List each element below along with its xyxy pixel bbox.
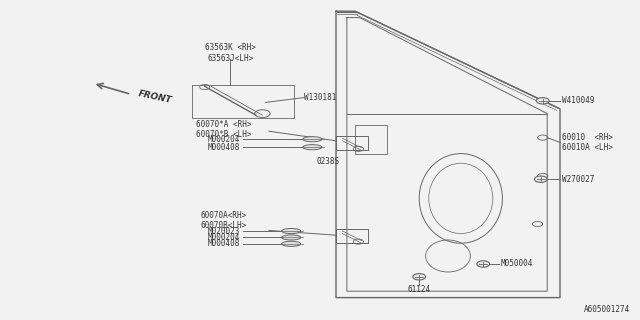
Bar bbox=[355, 125, 387, 154]
Text: 60070*A <RH>
60070*B <LH>: 60070*A <RH> 60070*B <LH> bbox=[196, 120, 252, 139]
Text: M000408: M000408 bbox=[207, 143, 240, 152]
Circle shape bbox=[477, 261, 490, 267]
Ellipse shape bbox=[282, 235, 301, 240]
Text: 0238S: 0238S bbox=[317, 157, 340, 166]
Ellipse shape bbox=[303, 137, 322, 142]
Text: 60010  <RH>
60010A <LH>: 60010 <RH> 60010A <LH> bbox=[562, 133, 612, 152]
Text: M020023: M020023 bbox=[207, 227, 240, 236]
Text: M000204: M000204 bbox=[207, 135, 240, 144]
Text: W270027: W270027 bbox=[562, 175, 595, 184]
Text: W410049: W410049 bbox=[562, 96, 595, 105]
Text: A605001274: A605001274 bbox=[584, 305, 630, 314]
Ellipse shape bbox=[303, 145, 322, 150]
Ellipse shape bbox=[282, 241, 301, 246]
Circle shape bbox=[536, 98, 549, 104]
Text: FRONT: FRONT bbox=[138, 89, 173, 105]
Text: 61124: 61124 bbox=[408, 285, 431, 294]
Text: M050004: M050004 bbox=[501, 260, 534, 268]
Circle shape bbox=[534, 176, 547, 182]
Text: M000204: M000204 bbox=[207, 233, 240, 242]
Text: 63563K <RH>
63563J<LH>: 63563K <RH> 63563J<LH> bbox=[205, 43, 256, 62]
Text: W130181: W130181 bbox=[304, 93, 337, 102]
Text: 60070A<RH>
60070B<LH>: 60070A<RH> 60070B<LH> bbox=[201, 211, 247, 230]
Ellipse shape bbox=[282, 228, 301, 234]
Circle shape bbox=[413, 274, 426, 280]
Text: M000408: M000408 bbox=[207, 239, 240, 248]
